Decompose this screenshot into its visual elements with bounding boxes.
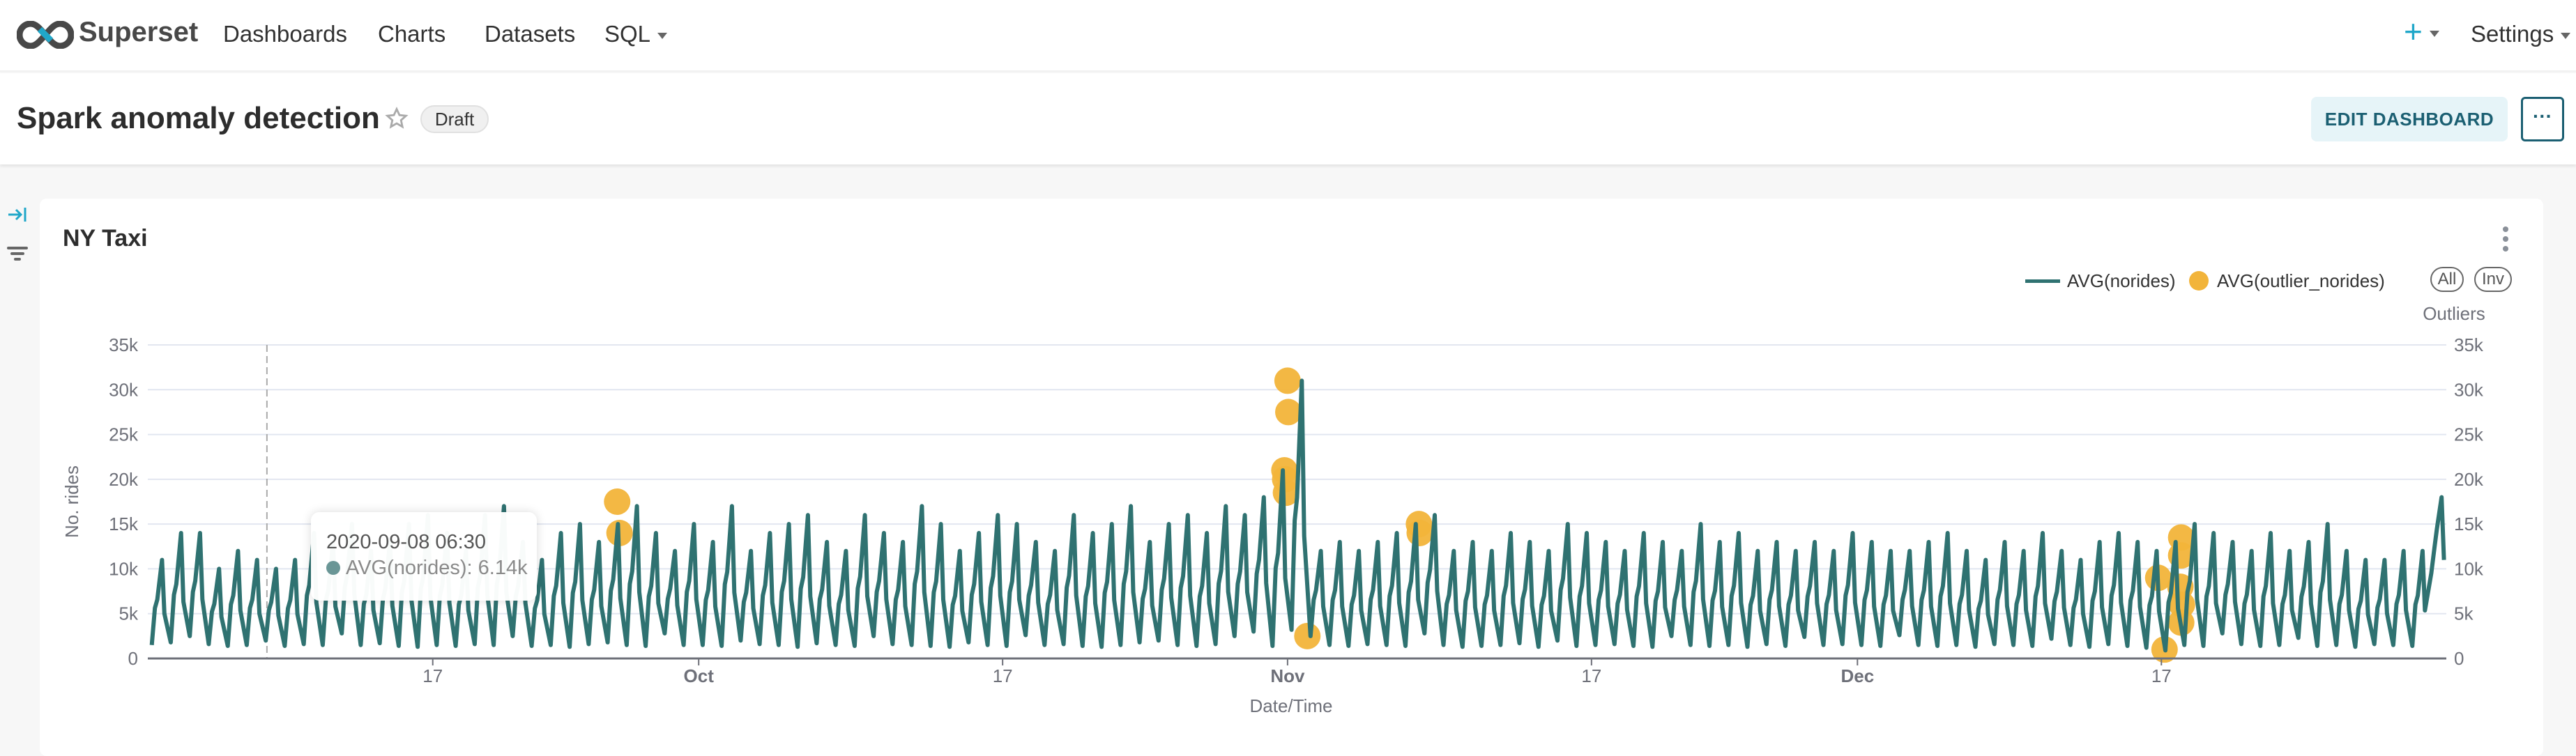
star-icon[interactable] (385, 107, 409, 130)
edit-dashboard-button[interactable]: EDIT DASHBOARD (2311, 97, 2508, 141)
settings-label: Settings (2471, 21, 2554, 47)
chart-tooltip: 2020-09-08 06:30 AVG(norides): 6.14k (311, 512, 537, 601)
outlier-point (1274, 367, 1301, 394)
y-tick-label: 0 (128, 648, 138, 669)
tooltip-series-row: AVG(norides): 6.14k (346, 557, 528, 579)
y2-axis-title: Outliers (2423, 303, 2485, 324)
plus-icon: + (2404, 13, 2423, 49)
x-tick-label: Dec (1840, 665, 1874, 686)
legend-item-avg-norides[interactable]: AVG(norides) (2067, 270, 2176, 291)
filter-icon[interactable] (7, 245, 28, 263)
more-options-button[interactable]: ··· (2521, 97, 2564, 141)
superset-logo-icon[interactable] (17, 21, 74, 49)
y-tick-label: 10k (109, 558, 139, 579)
x-tick-label: Nov (1270, 665, 1305, 686)
timeseries-chart: 0 0 5k 5k 10k 10k 15k 15k 20k 20k 25k 25k 30k 30k 35k 3… (61, 303, 2485, 716)
y-tick-label: 25k (109, 424, 139, 445)
tooltip-series-dot (326, 561, 340, 575)
y-axis-title: No. rides (61, 465, 82, 538)
y2-tick-label: 35k (2454, 334, 2484, 355)
legend-item-outlier-norides[interactable]: AVG(outlier_norides) (2217, 270, 2385, 291)
y2-tick-label: 0 (2454, 648, 2464, 669)
brand-name[interactable]: Superset (79, 17, 199, 47)
y-tick-label: 35k (109, 334, 139, 355)
chevron-down-icon (657, 32, 668, 39)
x-tick-label: 17 (2151, 665, 2172, 686)
y2-tick-label: 10k (2454, 558, 2484, 579)
y-tick-label: 5k (119, 603, 139, 624)
y2-tick-label: 5k (2454, 603, 2474, 624)
y-tick-label: 30k (109, 379, 139, 400)
y2-tick-label: 25k (2454, 424, 2484, 445)
dashboard-header: Spark anomaly detection Draft EDIT DASHB… (0, 73, 2576, 164)
nav-sql-label: SQL (604, 21, 651, 47)
legend-inverse-button[interactable]: Inv (2474, 267, 2512, 292)
tooltip-value: 6.14k (478, 557, 528, 579)
chevron-down-icon (2561, 32, 2571, 39)
legend-line-swatch (2025, 279, 2060, 283)
nav-sql[interactable]: SQL (604, 21, 668, 47)
tooltip-series-name: AVG(norides) (346, 557, 467, 579)
page-title: Spark anomaly detection (17, 101, 380, 135)
y2-tick-label: 15k (2454, 514, 2484, 534)
top-navbar: Superset Dashboards Charts Datasets SQL … (0, 0, 2576, 72)
y-tick-label: 15k (109, 514, 139, 534)
add-new-menu[interactable]: + (2404, 13, 2439, 50)
outlier-point (1294, 622, 1321, 649)
y-tick-label: 20k (109, 469, 139, 490)
nav-datasets[interactable]: Datasets (485, 21, 576, 47)
x-tick-label: 17 (422, 665, 443, 686)
y2-tick-label: 20k (2454, 469, 2484, 490)
status-badge[interactable]: Draft (420, 105, 489, 133)
chart-menu-kebab-icon[interactable] (2501, 225, 2510, 253)
x-axis-title: Date/Time (1250, 695, 1333, 716)
nav-dashboards[interactable]: Dashboards (223, 21, 347, 47)
expand-arrow-icon[interactable] (7, 205, 28, 224)
chevron-down-icon (2429, 31, 2439, 38)
settings-menu[interactable]: Settings (2471, 21, 2571, 47)
tooltip-date: 2020-09-08 06:30 (326, 531, 486, 553)
x-tick-label: Oct (684, 665, 715, 686)
x-tick-label: 17 (993, 665, 1013, 686)
series-line-avg-norides (149, 378, 2446, 653)
chart-title: NY Taxi (63, 225, 148, 252)
outlier-point (1406, 520, 1433, 546)
outlier-point (604, 488, 631, 515)
x-tick-label: 17 (1581, 665, 1601, 686)
outlier-point (1275, 399, 1302, 426)
legend-dot-swatch (2189, 271, 2209, 291)
y2-tick-label: 30k (2454, 379, 2484, 400)
nav-charts[interactable]: Charts (378, 21, 446, 47)
legend-select-all-button[interactable]: All (2430, 267, 2464, 292)
